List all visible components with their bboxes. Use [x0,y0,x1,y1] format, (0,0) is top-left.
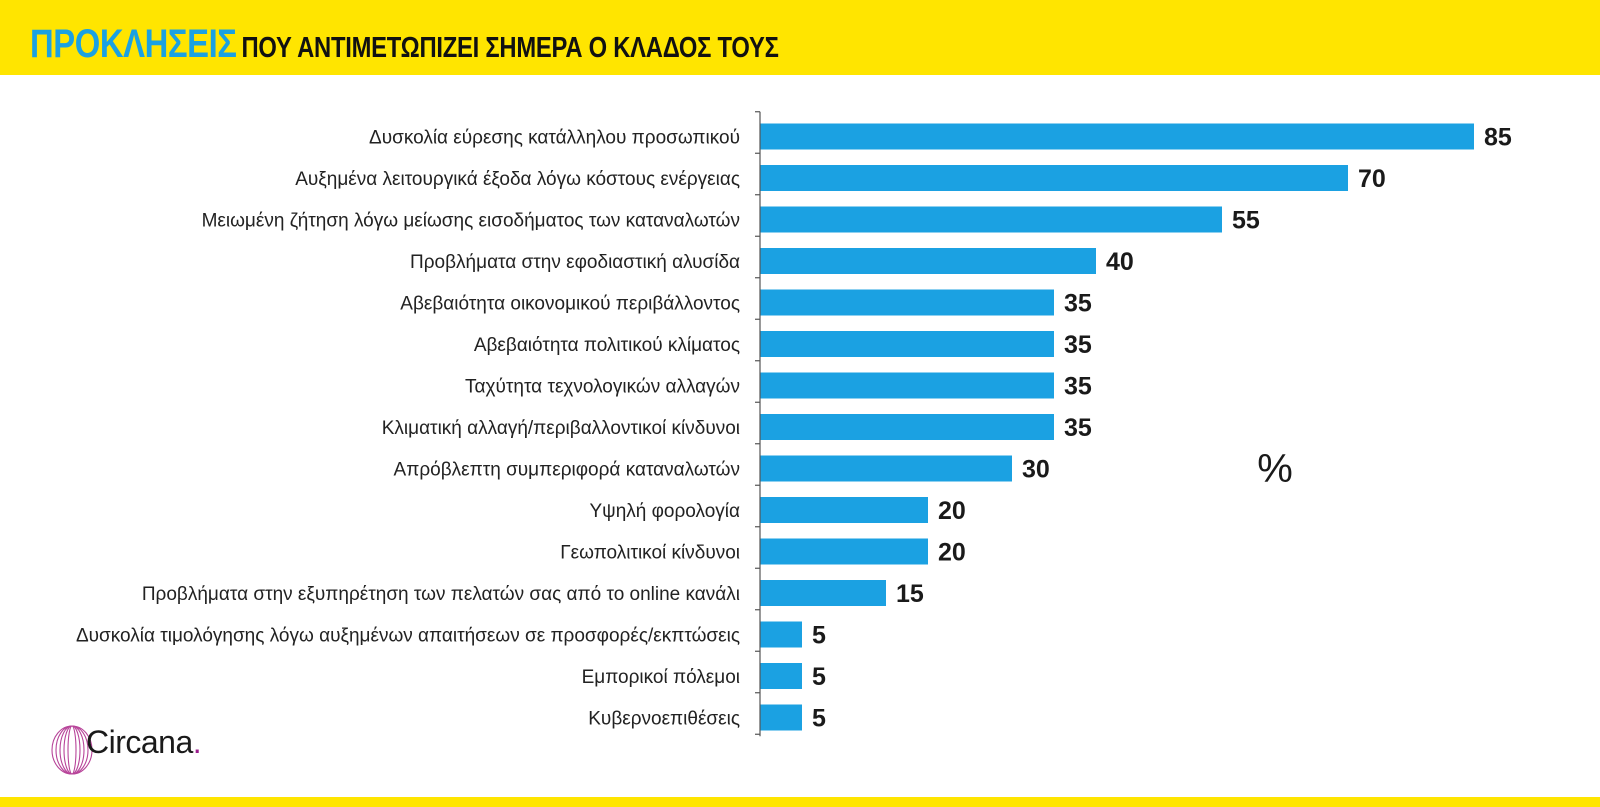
category-label-9: Απρόβλεπτη συμπεριφορά καταναλωτών [394,460,740,481]
value-label-9: 30 [1022,456,1050,484]
category-label-13: Δυσκολία τιμολόγησης λόγω αυξημένων απαι… [76,626,740,647]
bar-5 [760,289,1054,316]
category-label-7: Ταχύτητα τεχνολογικών αλλαγών [465,377,740,398]
value-label-14: 5 [812,663,826,691]
title-highlight: ΠΡΟΚΛΗΣΕΙΣ [30,22,237,66]
category-label-2: Αυξημένα λειτουργικά έξοδα λόγω κόστους … [295,169,740,190]
page-title: ΠΡΟΚΛΗΣΕΙΣ ΠΟΥ ΑΝΤΙΜΕΤΩΠΙΖΕΙ ΣΗΜΕΡΑ Ο ΚΛΑ… [30,22,779,67]
value-label-13: 5 [812,622,826,650]
category-label-3: Μειωμένη ζήτηση λόγω μείωσης εισοδήματος… [202,211,740,232]
value-label-4: 40 [1106,248,1134,276]
value-label-12: 15 [896,580,924,608]
bar-15 [760,704,802,731]
bar-7 [760,372,1054,399]
logo-dot: . [192,724,202,760]
value-label-6: 35 [1064,331,1092,359]
value-label-10: 20 [938,497,966,525]
footer-band [0,797,1600,807]
bar-8 [760,414,1054,440]
bar-6 [760,331,1054,357]
category-label-14: Εμπορικοί πόλεμοι [582,667,740,688]
bar-1 [760,123,1474,150]
logo-text: Circana [86,724,193,760]
bar-3 [760,206,1222,233]
category-label-6: Αβεβαιότητα πολιτικού κλίματος [474,335,740,356]
bar-2 [760,165,1348,191]
bar-14 [760,663,802,689]
title-rest: ΠΟΥ ΑΝΤΙΜΕΤΩΠΙΖΕΙ ΣΗΜΕΡΑ Ο ΚΛΑΔΟΣ ΤΟΥΣ [241,32,779,64]
category-label-4: Προβλήματα στην εφοδιαστική αλυσίδα [410,252,740,273]
unit-label: % [1257,447,1293,491]
category-label-12: Προβλήματα στην εξυπηρέτηση των πελατών … [142,584,740,605]
value-label-15: 5 [812,705,826,733]
value-label-2: 70 [1358,165,1386,193]
bar-11 [760,538,928,565]
value-label-3: 55 [1232,207,1260,235]
value-label-11: 20 [938,539,966,567]
bar-9 [760,455,1012,482]
circana-logo: Circana. [50,722,240,782]
bar-12 [760,580,886,606]
value-label-5: 35 [1064,290,1092,318]
value-label-7: 35 [1064,373,1092,401]
value-label-8: 35 [1064,414,1092,442]
value-label-1: 85 [1484,124,1512,152]
category-label-11: Γεωπολιτικοί κίνδυνοι [560,543,740,564]
header-band [0,0,1600,75]
bar-4 [760,248,1096,274]
circana-ring-icon [51,725,93,775]
category-label-15: Κυβερνοεπιθέσεις [588,709,740,730]
category-label-10: Υψηλή φορολογία [589,501,740,522]
bar-13 [760,621,802,648]
category-label-5: Αβεβαιότητα οικονομικού περιβάλλοντος [400,294,740,315]
bar-10 [760,497,928,523]
category-label-1: Δυσκολία εύρεσης κατάλληλου προσωπικού [369,128,740,149]
category-label-8: Κλιματική αλλαγή/περιβαλλοντικοί κίνδυνο… [382,418,740,439]
